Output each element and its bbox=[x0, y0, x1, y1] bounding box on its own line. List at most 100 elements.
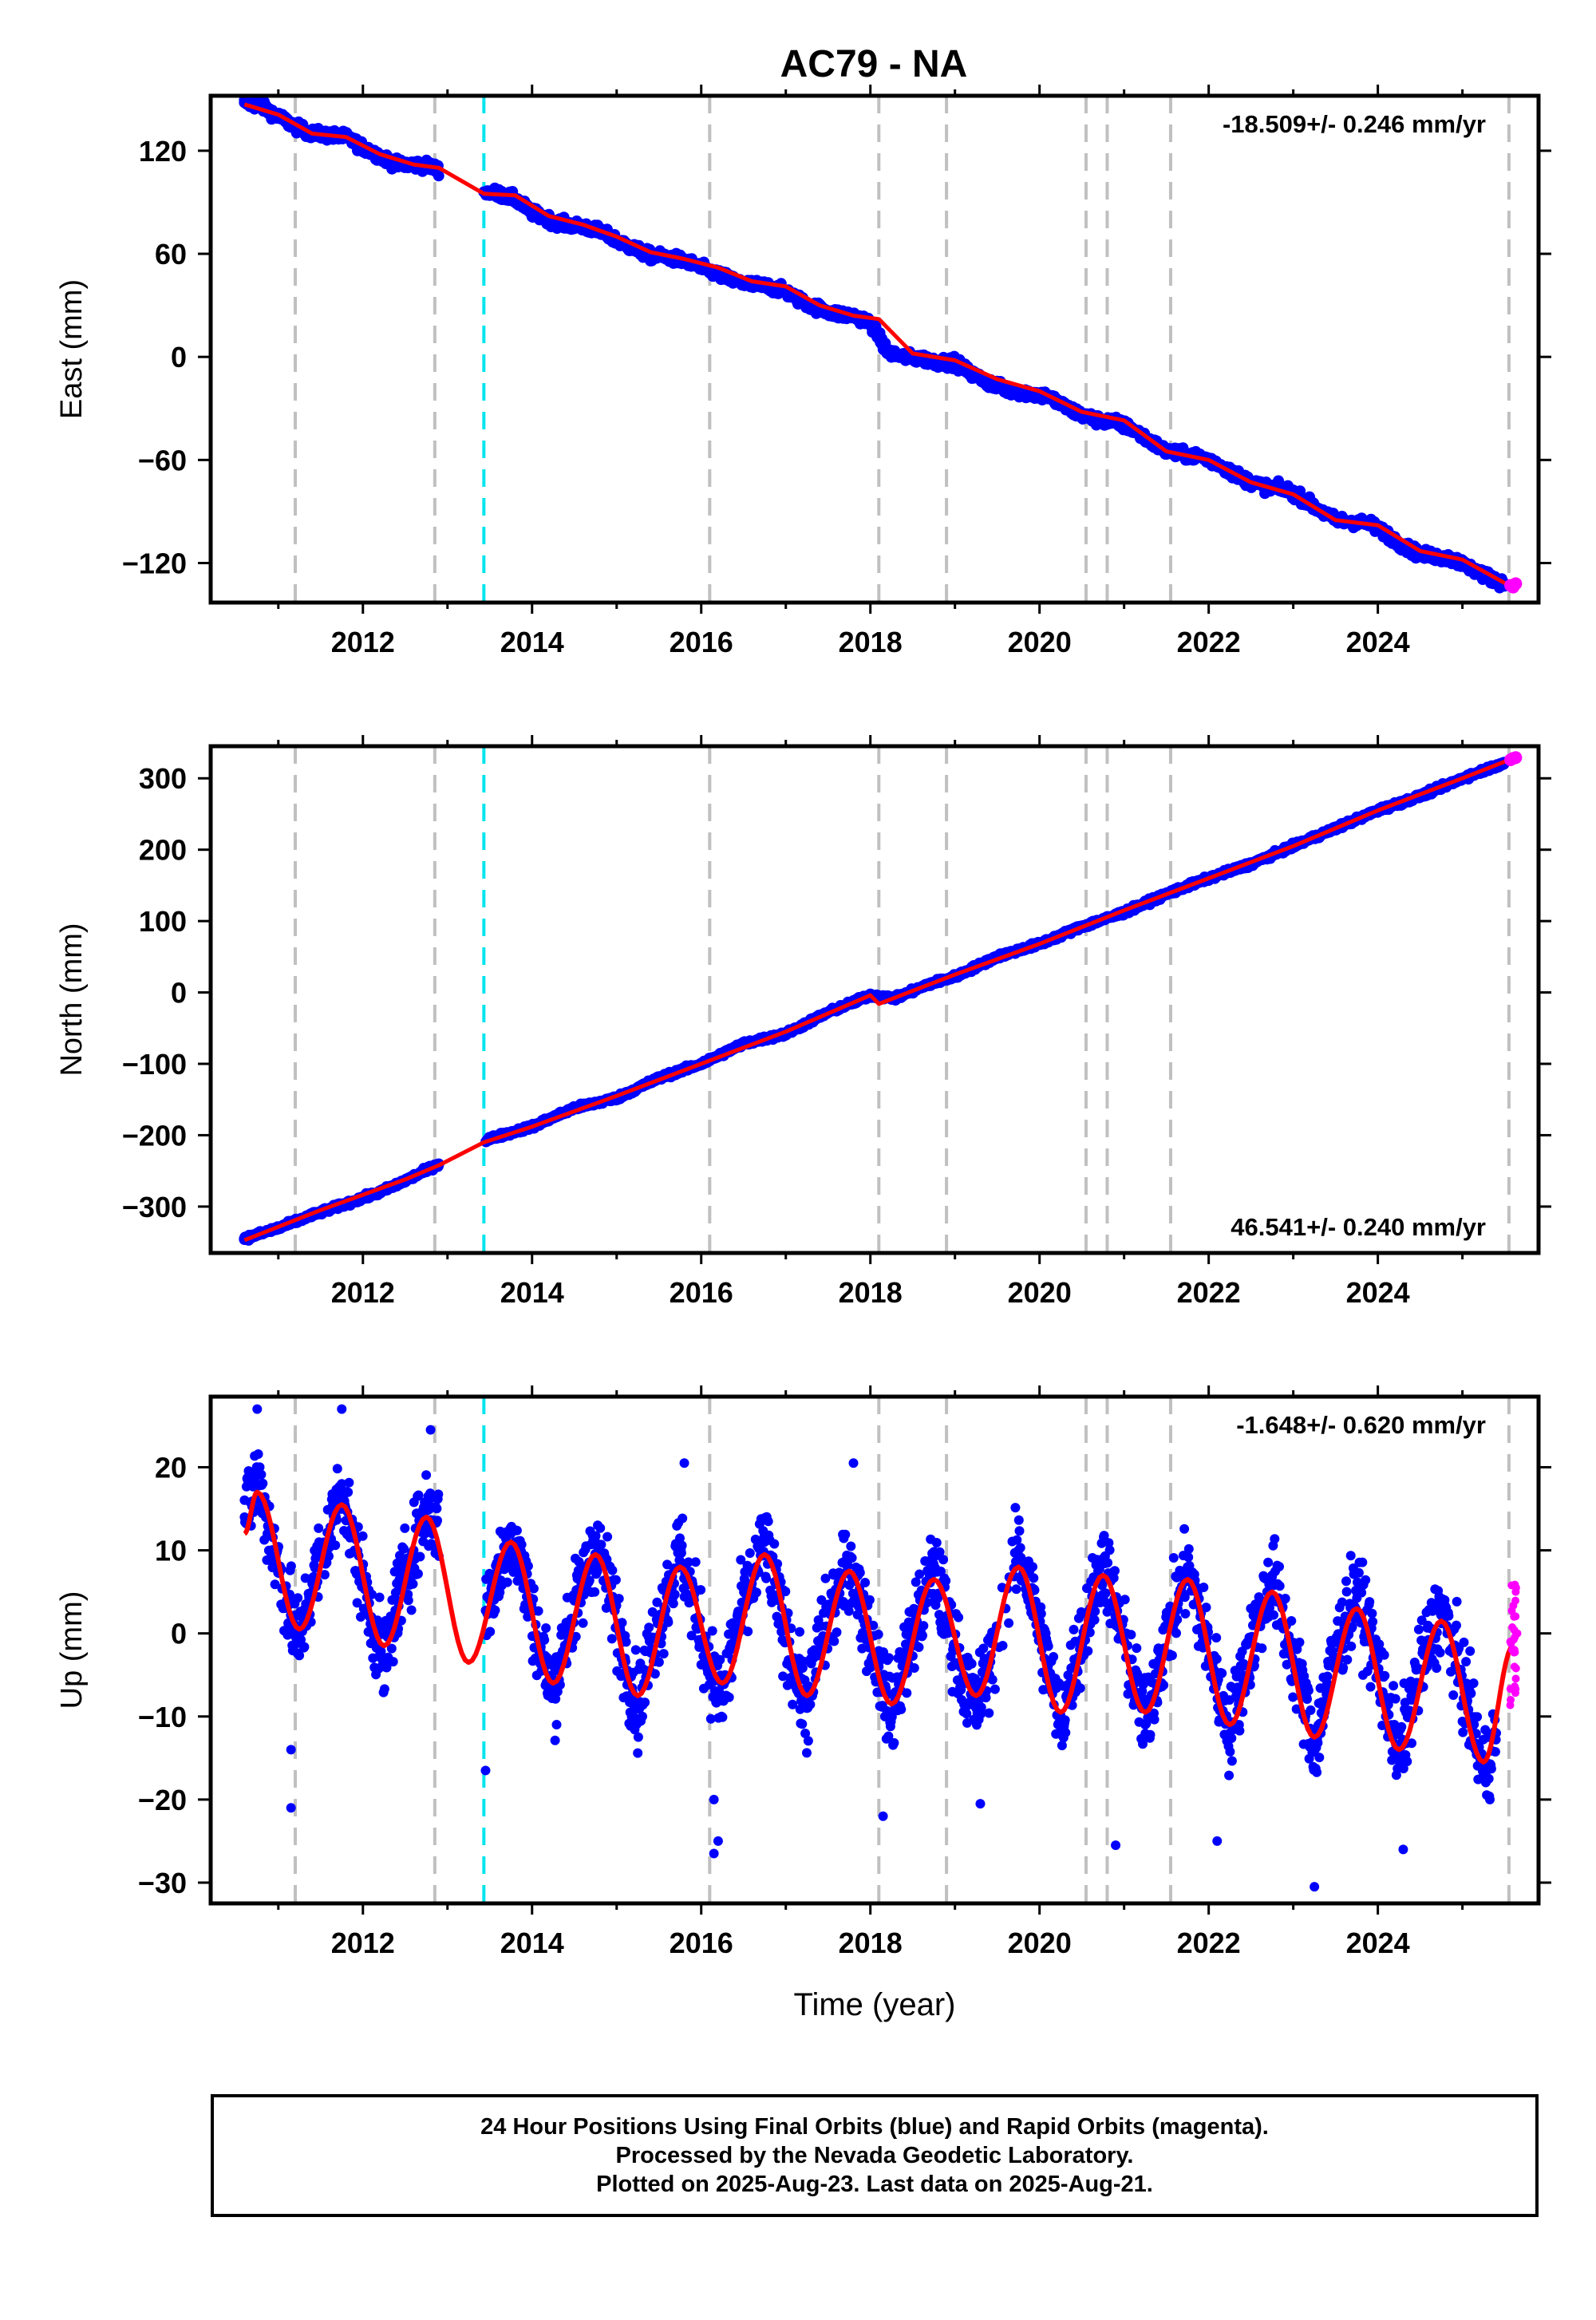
final-orbit-point bbox=[503, 1578, 512, 1587]
final-orbit-point bbox=[551, 1736, 560, 1745]
final-orbit-point bbox=[644, 1622, 654, 1632]
final-orbit-point bbox=[769, 1539, 779, 1549]
x-tick-label: 2018 bbox=[839, 626, 903, 658]
y-tick-label: 0 bbox=[171, 977, 187, 1010]
final-orbit-point bbox=[552, 1720, 562, 1729]
x-tick-label: 2014 bbox=[500, 626, 564, 658]
y-tick-label: −300 bbox=[122, 1191, 187, 1223]
final-orbit-point bbox=[802, 1748, 812, 1757]
x-tick-label: 2020 bbox=[1008, 626, 1072, 658]
final-orbit-point bbox=[404, 1595, 413, 1605]
final-orbit-point bbox=[708, 1626, 717, 1636]
final-orbit-point bbox=[669, 1599, 678, 1608]
final-orbit-point bbox=[691, 1557, 701, 1567]
final-orbit-point bbox=[633, 1749, 642, 1758]
final-orbit-point bbox=[358, 1532, 368, 1541]
final-orbit-point bbox=[602, 1532, 612, 1542]
final-orbit-point bbox=[663, 1618, 673, 1627]
x-tick-label: 2016 bbox=[670, 1276, 733, 1309]
x-tick-label: 2020 bbox=[1008, 1276, 1072, 1309]
final-orbit-point bbox=[795, 1627, 804, 1637]
y-tick-label: −200 bbox=[122, 1119, 187, 1152]
y-tick-label: 200 bbox=[139, 834, 187, 867]
x-tick-label: 2016 bbox=[670, 626, 733, 658]
final-orbit-point bbox=[717, 1713, 727, 1722]
plot-area-east bbox=[239, 94, 1522, 603]
final-orbit-point bbox=[400, 1524, 409, 1533]
final-orbit-point bbox=[330, 1540, 340, 1550]
final-orbit-point bbox=[614, 1594, 624, 1603]
rapid-orbit-point bbox=[1509, 751, 1522, 764]
x-tick-label: 2022 bbox=[1177, 626, 1241, 658]
x-tick-label: 2022 bbox=[1177, 1276, 1241, 1309]
y-tick-label: −60 bbox=[138, 444, 187, 476]
final-orbit-point bbox=[314, 1524, 323, 1533]
final-orbit-point bbox=[534, 1607, 543, 1616]
final-orbit-point bbox=[293, 1593, 302, 1603]
final-orbit-point bbox=[541, 1623, 551, 1633]
final-orbit-point bbox=[539, 1635, 549, 1645]
final-orbit-point bbox=[421, 1470, 431, 1480]
y-tick-label: −120 bbox=[122, 547, 187, 579]
final-orbit-point bbox=[634, 1733, 643, 1742]
rapid-orbit-point bbox=[1509, 577, 1522, 590]
final-orbit-point bbox=[761, 1574, 771, 1583]
plot-area-north bbox=[239, 746, 1522, 1253]
final-orbit-point bbox=[413, 1569, 423, 1579]
final-orbit-point bbox=[752, 1587, 761, 1597]
final-orbit-point bbox=[745, 1548, 755, 1558]
final-orbit-point bbox=[254, 1449, 263, 1459]
velocity-label: 46.541+/- 0.240 mm/yr bbox=[1231, 1213, 1486, 1241]
final-orbit-point bbox=[407, 1606, 417, 1615]
velocity-label: -18.509+/- 0.246 mm/yr bbox=[1223, 110, 1486, 138]
final-orbit-point bbox=[832, 1627, 842, 1637]
final-orbit-point bbox=[375, 1593, 385, 1603]
final-orbit-point bbox=[595, 1524, 605, 1533]
final-orbit-point bbox=[258, 1479, 267, 1488]
y-tick-label: 300 bbox=[139, 762, 187, 795]
final-orbit-point bbox=[829, 1637, 839, 1646]
final-orbit-point bbox=[638, 1712, 647, 1721]
y-tick-label: 120 bbox=[139, 135, 187, 168]
final-orbit-point bbox=[631, 1645, 641, 1654]
final-orbit-point bbox=[433, 1489, 443, 1499]
final-orbit-point bbox=[899, 351, 910, 362]
final-orbit-point bbox=[743, 1626, 753, 1636]
final-orbit-point bbox=[678, 1514, 687, 1524]
final-orbit-point bbox=[696, 1585, 705, 1595]
x-tick-label: 2024 bbox=[1346, 1276, 1410, 1309]
rapid-orbit-points bbox=[1504, 751, 1522, 766]
y-tick-label: −100 bbox=[122, 1048, 187, 1081]
final-orbit-point bbox=[432, 1504, 441, 1513]
final-orbit-point bbox=[797, 1719, 807, 1729]
y-tick-label: 0 bbox=[171, 341, 187, 373]
x-tick-label: 2018 bbox=[839, 1276, 903, 1309]
final-orbit-point bbox=[286, 1561, 296, 1571]
final-orbit-point bbox=[333, 1464, 342, 1473]
final-orbit-point bbox=[882, 346, 893, 358]
final-orbit-point bbox=[409, 1579, 418, 1589]
final-orbit-point bbox=[380, 1684, 389, 1694]
final-orbit-point bbox=[343, 1488, 353, 1497]
final-orbit-point bbox=[607, 1566, 617, 1575]
y-axis-label: North (mm) bbox=[55, 923, 89, 1076]
final-orbit-point bbox=[389, 1657, 398, 1666]
final-orbit-point bbox=[654, 1658, 664, 1667]
y-tick-label: 60 bbox=[155, 238, 187, 271]
final-orbit-point bbox=[579, 1618, 588, 1628]
final-orbit-point bbox=[607, 1634, 617, 1643]
final-orbit-point bbox=[1000, 384, 1011, 395]
y-tick-label: 100 bbox=[139, 905, 187, 938]
final-orbit-point bbox=[804, 1736, 813, 1745]
y-axis-label: East (mm) bbox=[55, 279, 89, 419]
plot-area-up bbox=[239, 1397, 1521, 1903]
final-orbit-point bbox=[764, 1516, 773, 1526]
final-orbit-point bbox=[485, 1627, 495, 1637]
final-orbit-point bbox=[659, 1649, 669, 1658]
